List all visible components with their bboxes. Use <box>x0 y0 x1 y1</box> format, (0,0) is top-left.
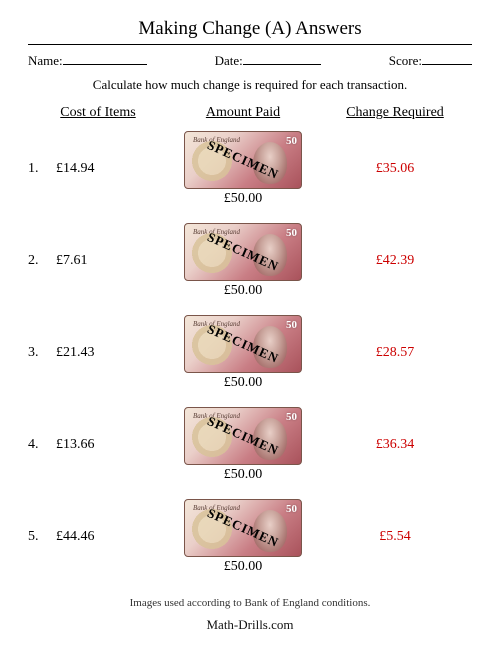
change-value: £35.06 <box>318 161 472 177</box>
amount-paid: Bank of England 50 SPECIMEN £50.00 <box>168 131 318 207</box>
question-number: 4. <box>28 437 56 453</box>
change-value: £36.34 <box>318 437 472 453</box>
meta-row: Name: Date: Score: <box>28 53 472 69</box>
banknote-icon: Bank of England 50 SPECIMEN <box>184 131 302 189</box>
question-row: 4. £13.66 Bank of England 50 SPECIMEN £5… <box>28 407 472 483</box>
score-field: Score: <box>389 53 472 69</box>
score-label: Score: <box>389 53 422 69</box>
col-cost: Cost of Items <box>60 105 135 120</box>
column-headers: Cost of Items Amount Paid Change Require… <box>28 105 472 121</box>
footer-conditions: Images used according to Bank of England… <box>0 597 500 609</box>
paid-amount: £50.00 <box>168 375 318 391</box>
amount-paid: Bank of England 50 SPECIMEN £50.00 <box>168 223 318 299</box>
col-paid: Amount Paid <box>206 105 280 120</box>
banknote-icon: Bank of England 50 SPECIMEN <box>184 315 302 373</box>
question-number: 3. <box>28 345 56 361</box>
name-field: Name: <box>28 53 147 69</box>
paid-amount: £50.00 <box>168 283 318 299</box>
paid-amount: £50.00 <box>168 467 318 483</box>
question-row: 3. £21.43 Bank of England 50 SPECIMEN £5… <box>28 315 472 391</box>
change-value: £5.54 <box>318 529 472 545</box>
cost-value: £7.61 <box>56 253 168 269</box>
banknote-icon: Bank of England 50 SPECIMEN <box>184 407 302 465</box>
question-rows: 1. £14.94 Bank of England 50 SPECIMEN £5… <box>28 131 472 575</box>
question-row: 1. £14.94 Bank of England 50 SPECIMEN £5… <box>28 131 472 207</box>
page-title: Making Change (A) Answers <box>28 18 472 40</box>
cost-value: £21.43 <box>56 345 168 361</box>
date-line[interactable] <box>243 64 321 65</box>
question-row: 2. £7.61 Bank of England 50 SPECIMEN £50… <box>28 223 472 299</box>
question-number: 5. <box>28 529 56 545</box>
title-rule <box>28 44 472 45</box>
change-value: £28.57 <box>318 345 472 361</box>
cost-value: £14.94 <box>56 161 168 177</box>
change-value: £42.39 <box>318 253 472 269</box>
question-row: 5. £44.46 Bank of England 50 SPECIMEN £5… <box>28 499 472 575</box>
cost-value: £13.66 <box>56 437 168 453</box>
paid-amount: £50.00 <box>168 559 318 575</box>
amount-paid: Bank of England 50 SPECIMEN £50.00 <box>168 499 318 575</box>
amount-paid: Bank of England 50 SPECIMEN £50.00 <box>168 407 318 483</box>
footer-site: Math-Drills.com <box>0 617 500 633</box>
instructions: Calculate how much change is required fo… <box>28 77 472 93</box>
question-number: 1. <box>28 161 56 177</box>
col-change: Change Required <box>346 105 444 120</box>
amount-paid: Bank of England 50 SPECIMEN £50.00 <box>168 315 318 391</box>
name-label: Name: <box>28 53 63 69</box>
date-label: Date: <box>215 53 243 69</box>
date-field: Date: <box>215 53 321 69</box>
banknote-icon: Bank of England 50 SPECIMEN <box>184 499 302 557</box>
paid-amount: £50.00 <box>168 191 318 207</box>
cost-value: £44.46 <box>56 529 168 545</box>
question-number: 2. <box>28 253 56 269</box>
name-line[interactable] <box>63 64 147 65</box>
score-line[interactable] <box>422 64 472 65</box>
banknote-icon: Bank of England 50 SPECIMEN <box>184 223 302 281</box>
